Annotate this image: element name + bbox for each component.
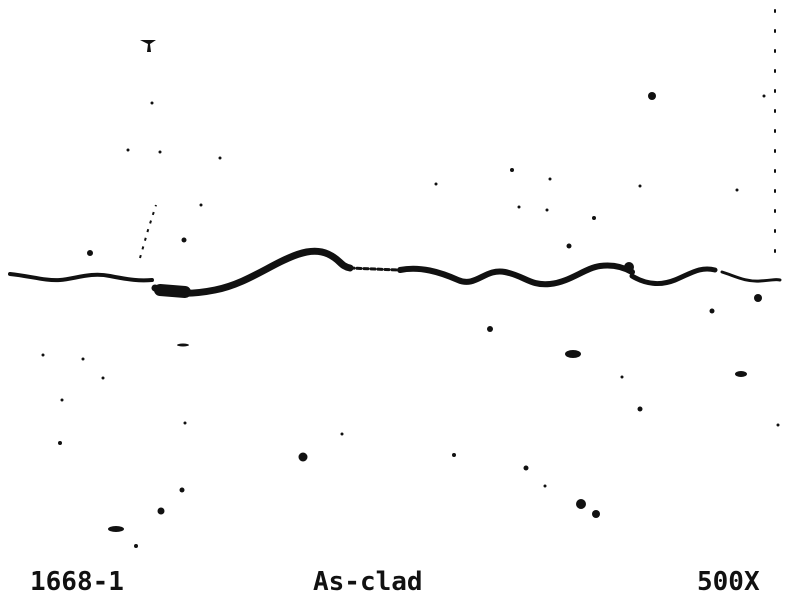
magnification-label: 500X xyxy=(697,567,760,597)
condition-label: As-clad xyxy=(313,567,423,597)
interface-line xyxy=(8,9,782,298)
specimen-label: 1668-1 xyxy=(30,567,124,597)
inclusions xyxy=(41,40,780,548)
